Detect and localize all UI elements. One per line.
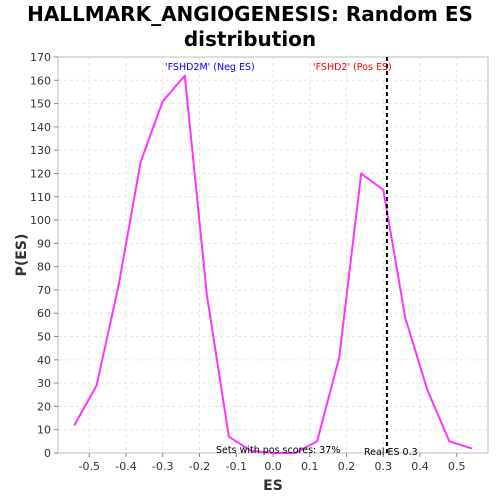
y-tick-label: 170 (30, 51, 51, 64)
pos-scores-annotation: Sets with pos scores: 37% (216, 445, 340, 456)
y-axis-title: P(ES) (14, 234, 30, 277)
data-point (360, 172, 363, 175)
x-tick-label: 0.4 (411, 460, 429, 473)
x-axis-title: ES (263, 478, 283, 494)
data-point (338, 356, 340, 359)
data-point (161, 100, 164, 103)
data-point (272, 452, 274, 454)
chart-title-line1: HALLMARK_ANGIOGENESIS: Random ES (27, 2, 473, 26)
data-point (73, 424, 76, 426)
data-point (206, 293, 208, 296)
x-tick-label: -0.2 (189, 460, 210, 473)
x-tick-label: 0.2 (338, 460, 356, 473)
data-point (404, 317, 407, 319)
x-tick-label: -0.4 (115, 460, 136, 473)
series-layer (73, 74, 473, 454)
data-point (316, 440, 318, 443)
chart-title-line2: distribution (183, 27, 317, 51)
x-tick-label: 0.3 (375, 460, 393, 473)
y-tick-label: 50 (37, 331, 51, 344)
data-point (139, 161, 142, 163)
y-tick-label: 0 (44, 447, 51, 460)
x-tick-label: 0.0 (264, 460, 282, 473)
y-tick-label: 10 (37, 424, 51, 437)
y-tick-label: 90 (37, 237, 51, 250)
x-tick-label: 0.5 (448, 460, 466, 473)
x-tick-label: -0.3 (152, 460, 173, 473)
data-point (250, 449, 252, 452)
data-point (228, 435, 230, 438)
data-point (117, 284, 120, 287)
y-tick-label: 30 (37, 377, 51, 390)
y-tick-label: 100 (30, 214, 51, 227)
data-point (183, 74, 186, 77)
pos-es-label: 'FSHD2' (Pos ES) (313, 62, 392, 73)
x-tick-label: -0.1 (226, 460, 247, 473)
y-tick-label: 130 (30, 144, 51, 157)
y-tick-label: 140 (30, 121, 51, 134)
grid-lines (58, 56, 488, 454)
data-point (95, 384, 98, 387)
y-tick-label: 150 (30, 98, 51, 111)
x-tick-label: 0.1 (301, 460, 319, 473)
y-tick-label: 70 (37, 284, 51, 297)
y-tick-label: 40 (37, 354, 51, 367)
y-tick-label: 110 (30, 191, 51, 204)
real-es-annotation: Real ES 0.3 (364, 447, 418, 458)
y-tick-label: 160 (30, 74, 51, 87)
neg-es-label: 'FSHD2M' (Neg ES) (165, 62, 255, 73)
y-tick-label: 20 (37, 400, 51, 413)
y-tick-label: 80 (37, 261, 51, 274)
data-point (448, 440, 451, 443)
y-tick-label: 60 (37, 307, 51, 320)
data-point (470, 447, 473, 450)
y-tick-label: 120 (30, 167, 51, 180)
chart-title: HALLMARK_ANGIOGENESIS: Random ES distrib… (0, 2, 500, 52)
data-point (382, 188, 385, 191)
axes: 0 10 20 30 40 50 60 70 80 90 100 110 120 130 140 150 160… (30, 51, 466, 473)
data-point (294, 452, 296, 454)
data-point (426, 389, 429, 391)
x-tick-label: -0.5 (79, 460, 100, 473)
series-line (73, 74, 472, 454)
